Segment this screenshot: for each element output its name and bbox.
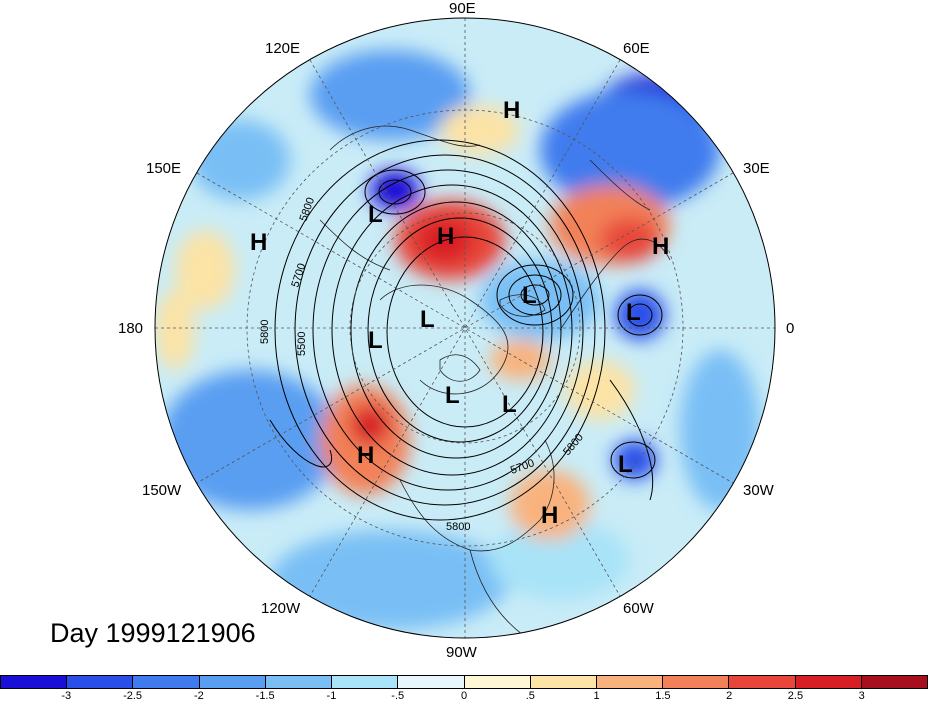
day-title: Day 1999121906 [50,618,256,648]
lon-label-left: 180 [118,320,144,337]
lon-label-upper-left: 120E [265,40,301,57]
colorbar-box [464,676,531,688]
contour-label: 5800 [446,521,470,533]
lon-label-right-lower: 30W [743,482,774,499]
colorbar-tick-label: -.5 [391,690,405,702]
high-center-marker: H [541,502,558,529]
colorbar [0,675,928,689]
colorbar-box [67,676,134,688]
colorbar-box [729,676,796,688]
colorbar-tick-label: -1.5 [255,690,275,702]
contour-label: 5800 [259,320,271,344]
low-center-marker: L [368,327,383,354]
colorbar-box [332,676,399,688]
anomaly-field [155,18,775,638]
colorbar-box [530,676,597,688]
low-center-marker: L [502,391,517,418]
colorbar-box [795,676,862,688]
contour-label: 5500 [296,332,308,356]
colorbar-box [1,676,68,688]
colorbar-tick-label: 3 [858,690,865,702]
graticule [155,18,775,638]
colorbar-tick-label: .5 [525,690,535,702]
high-center-marker: H [652,233,669,260]
colorbar-box [199,676,266,688]
polar-map: 5800 5700 5500 5800 5700 5800 5800 H L H… [154,17,776,639]
lon-label-right-upper: 30E [743,160,770,177]
lon-label-right: 0 [786,320,795,337]
low-center-marker: L [368,201,383,228]
low-center-marker: L [522,282,537,309]
colorbar-box [265,676,333,688]
high-center-marker: H [437,223,454,250]
map-boundary [154,17,776,639]
lon-label-left-upper: 150E [146,160,182,177]
lon-label-left-lower: 150W [142,482,182,499]
colorbar-tick-label: 1.5 [655,690,671,702]
colorbar-tick-label: 2.5 [787,690,804,702]
low-center-marker: L [618,451,633,478]
lon-label-lower-right: 60W [623,600,654,617]
low-center-marker: L [445,382,460,409]
colorbar-box [133,676,200,688]
colorbar-tick-label: -2.5 [123,690,143,702]
low-center-marker: L [626,299,641,326]
lon-label-top: 90E [449,0,476,17]
coastlines [319,125,671,638]
colorbar-tick-label: -3 [61,690,72,702]
colorbar-tick-label: -1 [326,690,337,702]
high-center-marker: H [250,229,267,256]
lon-label-bottom: 90W [446,644,477,661]
colorbar-box [596,676,664,688]
colorbar-tick-label: -2 [193,690,204,702]
colorbar-tick-label: 2 [726,690,733,702]
colorbar-box [663,676,730,688]
lon-label-upper-right: 60E [623,40,650,57]
colorbar-tick-label: 0 [460,690,468,702]
colorbar-tick-label: 1 [593,690,600,702]
lon-label-lower-left: 120W [261,600,301,617]
colorbar-box [861,676,928,688]
colorbar-box [398,676,465,688]
low-center-marker: L [420,306,435,333]
high-center-marker: H [503,97,520,124]
high-center-marker: H [357,442,374,469]
pressure-centers: H L H H H L L L L L L H L H [250,97,669,529]
